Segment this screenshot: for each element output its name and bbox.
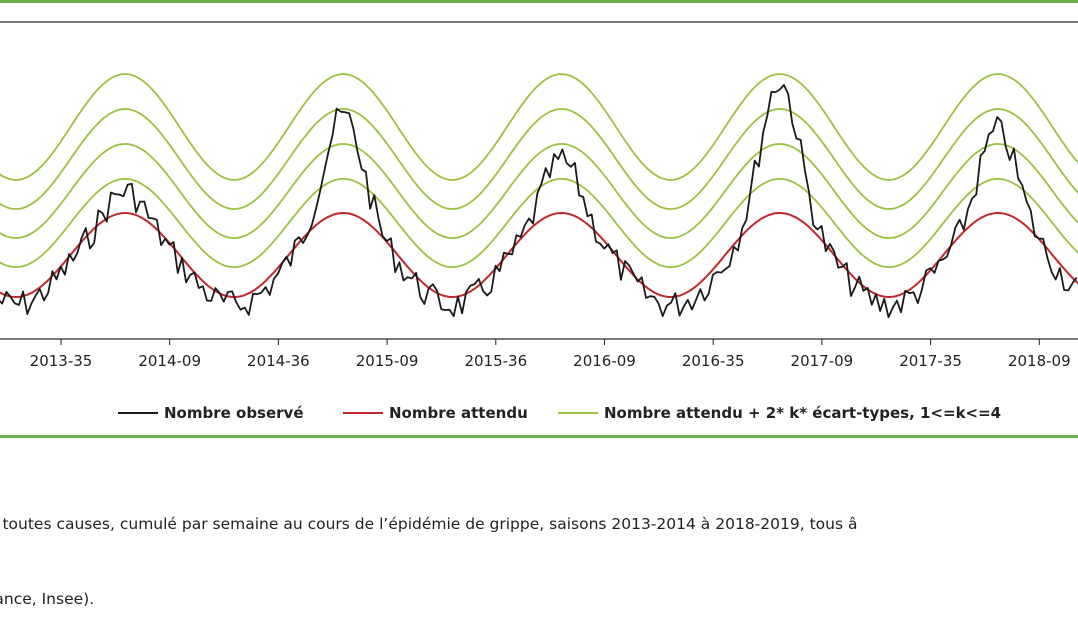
x-tick-label: 2015-36 <box>464 352 527 370</box>
x-tick-label: 2015-09 <box>356 352 419 370</box>
x-tick-label: 2018-09 <box>1008 352 1071 370</box>
x-tick-label: 2017-35 <box>899 352 962 370</box>
legend-label-expected: Nombre attendu <box>389 404 528 422</box>
plot-frame <box>0 21 1078 340</box>
legend-item-observed: Nombre observé <box>118 398 304 428</box>
legend-item-expected: Nombre attendu <box>343 398 528 428</box>
x-tick-label: 2014-36 <box>247 352 310 370</box>
legend: Nombre observé Nombre attendu Nombre att… <box>0 398 1078 428</box>
legend-label-observed: Nombre observé <box>164 404 304 422</box>
observed-series-line <box>0 84 1078 319</box>
band-line-k3 <box>0 108 1078 210</box>
legend-swatch-bands <box>558 412 598 414</box>
band-lines <box>0 73 1078 269</box>
legend-item-bands: Nombre attendu + 2* k* écart-types, 1<=k… <box>558 398 1001 428</box>
legend-swatch-expected <box>343 412 383 414</box>
band-line-k1 <box>0 177 1078 269</box>
legend-swatch-observed <box>118 412 158 414</box>
legend-label-bands: Nombre attendu + 2* k* écart-types, 1<=k… <box>604 404 1002 422</box>
x-tick-label: 2013-35 <box>30 352 93 370</box>
chart: 2013-35 2014-09 2014-36 2015-09 2015-36 2016-… <box>0 21 1078 370</box>
x-tick-label: 2016-09 <box>573 352 636 370</box>
bottom-rule <box>0 435 1078 438</box>
x-ticks: 2013-35 2014-09 2014-36 2015-09 2015-36 2016-… <box>30 339 1071 370</box>
caption-line-2: rance, Insee). <box>0 590 95 608</box>
band-line-k4 <box>0 73 1078 181</box>
expected-line <box>0 211 1078 299</box>
band-line-k2 <box>0 143 1078 239</box>
expected-series-line <box>0 211 1078 299</box>
top-rule <box>0 0 1078 3</box>
x-tick-label: 2014-09 <box>138 352 201 370</box>
x-tick-label: 2017-09 <box>791 352 854 370</box>
x-tick-label: 2016-35 <box>682 352 745 370</box>
observed-line <box>0 84 1078 319</box>
caption: e toutes causes, cumulé par semaine au c… <box>0 462 1078 637</box>
